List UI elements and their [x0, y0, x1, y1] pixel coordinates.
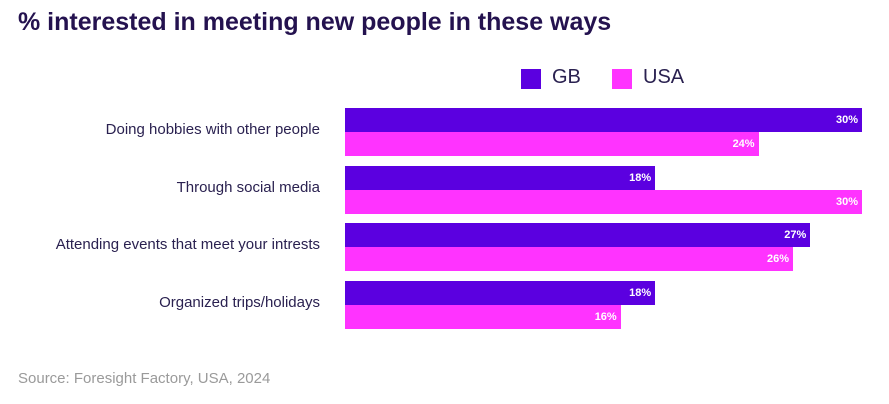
bar-gb	[345, 223, 811, 248]
data-label: 16%	[594, 311, 617, 324]
bar-usa	[345, 305, 621, 330]
chart-title: % interested in meeting new people in th…	[18, 8, 612, 36]
bar-gb	[345, 281, 656, 306]
legend-swatch-usa	[612, 69, 632, 89]
data-label: 30%	[835, 114, 858, 126]
source-note: Source: Foresight Factory, USA, 2024	[18, 370, 271, 387]
data-label: 18%	[629, 287, 652, 300]
category-label: Attending events that meet your intrests	[55, 236, 320, 254]
bar-usa	[345, 247, 794, 272]
data-label: 30%	[835, 195, 858, 208]
category-label: Doing hobbies with other people	[105, 121, 320, 138]
data-label: 27%	[784, 229, 807, 242]
bar-gb	[345, 108, 862, 132]
legend: GB USA	[0, 66, 889, 92]
category-label: Through social media	[176, 178, 320, 196]
bar-gb	[345, 165, 656, 190]
data-label: 24%	[732, 138, 755, 150]
bar-usa	[345, 132, 759, 156]
data-label: 26%	[767, 253, 790, 266]
category-label: Organized trips/holidays	[159, 294, 320, 312]
legend-label-gb: GB	[552, 66, 581, 88]
legend-label-usa: USA	[643, 66, 685, 88]
bar-usa	[345, 189, 862, 214]
data-label: 18%	[629, 171, 652, 184]
legend-swatch-gb	[521, 69, 541, 89]
